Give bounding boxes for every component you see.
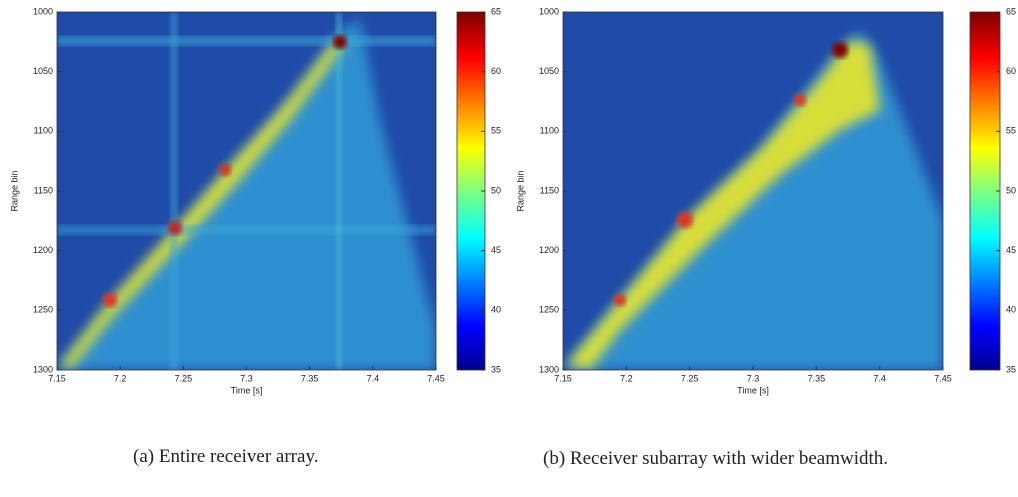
x-tick-label: 7.15 bbox=[554, 373, 572, 383]
x-tick-label: 7.4 bbox=[873, 373, 886, 383]
y-tick-label: 1250 bbox=[539, 305, 559, 315]
y-tick-label: 1050 bbox=[33, 66, 53, 76]
heatmap-image bbox=[563, 12, 943, 370]
x-tick-label: 7.2 bbox=[620, 373, 633, 383]
colorbar-tick-label: 35 bbox=[1006, 364, 1016, 374]
x-tick-label: 7.35 bbox=[301, 373, 319, 383]
colorbar-tick-label: 55 bbox=[1006, 126, 1016, 136]
y-tick-label: 1150 bbox=[34, 185, 53, 195]
y-axis-label: Range bin bbox=[515, 170, 525, 211]
x-tick-label: 7.3 bbox=[747, 373, 760, 383]
x-axis-label: Time [s] bbox=[231, 385, 263, 395]
x-tick-label: 7.35 bbox=[808, 373, 826, 383]
x-tick-label: 7.3 bbox=[240, 373, 253, 383]
heatmap-image bbox=[57, 12, 436, 370]
colorbar-tick-label: 50 bbox=[1006, 185, 1016, 195]
y-tick-label: 1000 bbox=[33, 6, 53, 16]
y-tick-label: 1000 bbox=[539, 6, 559, 16]
x-tick-label: 7.15 bbox=[48, 373, 66, 383]
y-tick-label: 1150 bbox=[540, 185, 559, 195]
colorbar-tick-label: 50 bbox=[491, 185, 501, 195]
caption: (a) Entire receiver array. bbox=[133, 446, 319, 467]
x-tick-label: 7.2 bbox=[114, 373, 127, 383]
y-tick-label: 1050 bbox=[539, 66, 559, 76]
colorbar-tick-label: 40 bbox=[1006, 305, 1016, 315]
y-axis-label: Range bin bbox=[9, 170, 19, 211]
x-tick-label: 7.4 bbox=[367, 373, 380, 383]
y-tick-label: 1300 bbox=[33, 364, 53, 374]
colorbar bbox=[969, 11, 1001, 371]
y-tick-label: 1300 bbox=[539, 364, 559, 374]
colorbar-tick-label: 45 bbox=[491, 245, 501, 255]
colorbar-tick-label: 55 bbox=[491, 126, 501, 136]
x-tick-label: 7.25 bbox=[681, 373, 699, 383]
y-tick-label: 1250 bbox=[33, 305, 53, 315]
x-tick-label: 7.45 bbox=[427, 373, 445, 383]
x-tick-label: 7.25 bbox=[175, 373, 193, 383]
colorbar-tick-label: 60 bbox=[491, 66, 501, 76]
colorbar-tick-label: 45 bbox=[1006, 245, 1016, 255]
y-tick-label: 1100 bbox=[34, 126, 53, 136]
colorbar-tick-label: 60 bbox=[1006, 66, 1016, 76]
x-axis-label: Time [s] bbox=[737, 385, 769, 395]
colorbar-tick-label: 40 bbox=[491, 305, 501, 315]
colorbar-tick-label: 65 bbox=[491, 6, 501, 16]
y-tick-label: 1200 bbox=[33, 245, 53, 255]
colorbar bbox=[456, 11, 486, 371]
caption: (b) Receiver subarray with wider beamwid… bbox=[543, 448, 889, 469]
colorbar-tick-label: 65 bbox=[1006, 6, 1016, 16]
y-tick-label: 1200 bbox=[539, 245, 559, 255]
colorbar-tick-label: 35 bbox=[491, 364, 501, 374]
y-tick-label: 1100 bbox=[540, 126, 559, 136]
figure: 7.15 7.2 7.25 7.3 7.35 7.4 7.45 1000 1050 1100 115… bbox=[9, 6, 1016, 395]
x-tick-label: 7.45 bbox=[934, 373, 952, 383]
